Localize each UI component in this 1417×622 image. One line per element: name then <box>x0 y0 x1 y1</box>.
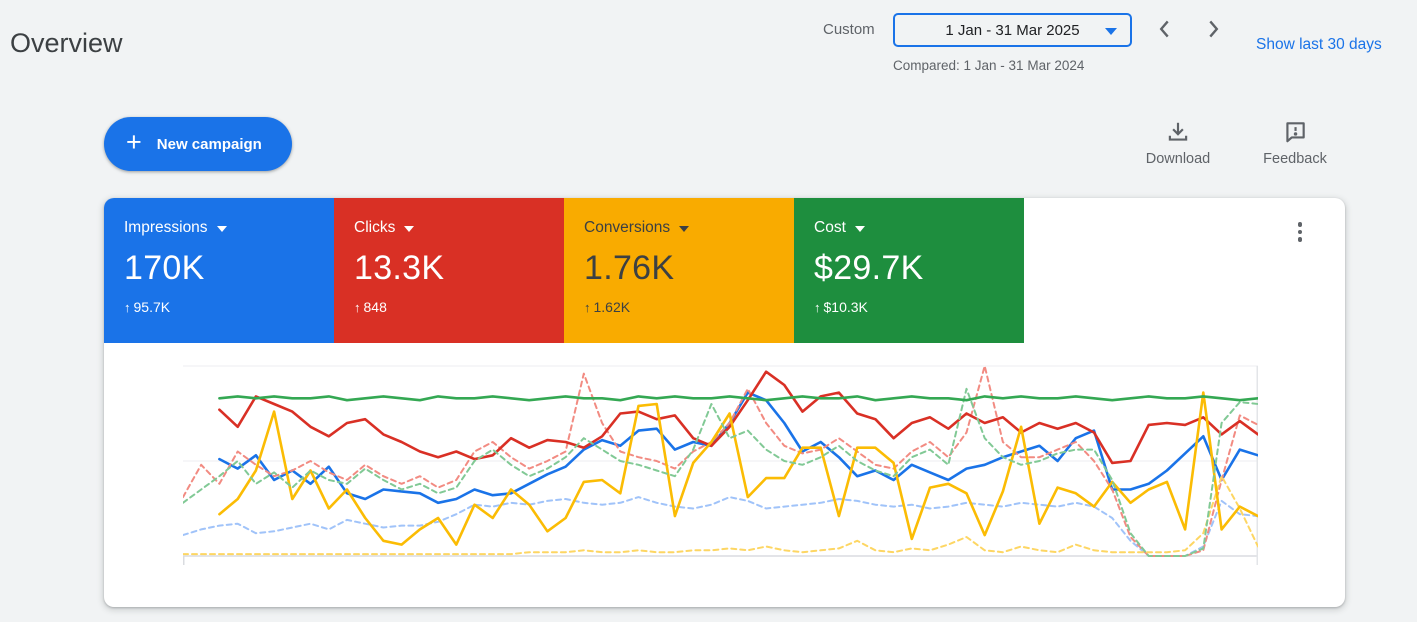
feedback-label: Feedback <box>1263 151 1327 167</box>
arrow-up-icon: ↑ <box>814 300 821 315</box>
page-title: Overview <box>10 28 123 58</box>
scorecard-delta: ↑ 95.7K <box>124 299 171 315</box>
scorecard-row: Impressions 170K ↑ 95.7K Clicks 13.3K ↑ 84… <box>104 198 1345 343</box>
show-last-30-days-link[interactable]: Show last 30 days <box>1256 36 1382 53</box>
scorecard-value: 1.76K <box>584 249 675 287</box>
scorecard-metric-label: Cost <box>814 219 846 236</box>
download-button[interactable]: Download <box>1135 119 1221 167</box>
metric-dropdown-icon <box>854 226 865 232</box>
scorecard-metric-label: Conversions <box>584 219 671 236</box>
arrow-up-icon: ↑ <box>584 300 591 315</box>
scorecard-delta: ↑ $10.3K <box>814 299 868 315</box>
overview-chart-svg <box>183 365 1258 565</box>
scorecard-value: 13.3K <box>354 249 445 287</box>
performance-chart <box>183 356 1258 570</box>
new-campaign-label: New campaign <box>156 135 262 153</box>
scorecard-metric-label: Impressions <box>124 219 208 236</box>
metric-dropdown-icon <box>404 226 415 232</box>
date-range-picker[interactable]: 1 Jan - 31 Mar 2025 <box>893 13 1132 47</box>
feedback-button[interactable]: Feedback <box>1252 119 1338 167</box>
kebab-icon <box>1287 222 1313 242</box>
date-mode-label: Custom <box>823 21 875 38</box>
plus-icon: + <box>126 127 142 157</box>
dropdown-arrow-icon <box>1105 28 1117 35</box>
metric-dropdown-icon <box>216 226 227 232</box>
more-options-kebab-button[interactable] <box>1287 218 1313 246</box>
download-icon <box>1168 122 1188 141</box>
arrow-up-icon: ↑ <box>354 300 361 315</box>
scorecard-value: 170K <box>124 249 205 287</box>
overview-summary-card: Impressions 170K ↑ 95.7K Clicks 13.3K ↑ 84… <box>104 198 1345 607</box>
download-label: Download <box>1145 151 1211 167</box>
scorecard-delta: ↑ 1.62K <box>584 299 631 315</box>
date-range-value: 1 Jan - 31 Mar 2025 <box>945 21 1080 39</box>
metric-dropdown-icon <box>679 226 690 232</box>
new-campaign-button[interactable]: + New campaign <box>104 117 292 171</box>
scorecard-cost[interactable]: Cost $29.7K ↑ $10.3K <box>794 198 1024 343</box>
feedback-icon <box>1286 122 1305 143</box>
scorecard-impressions[interactable]: Impressions 170K ↑ 95.7K <box>104 198 334 343</box>
compared-range-label: Compared: 1 Jan - 31 Mar 2024 <box>893 58 1085 73</box>
previous-period-button[interactable] <box>1150 15 1180 45</box>
scorecard-conversions[interactable]: Conversions 1.76K ↑ 1.62K <box>564 198 794 343</box>
arrow-up-icon: ↑ <box>124 300 131 315</box>
chevron-right-icon <box>1209 20 1219 37</box>
scorecard-value: $29.7K <box>814 249 924 287</box>
scorecard-clicks[interactable]: Clicks 13.3K ↑ 848 <box>334 198 564 343</box>
scorecard-metric-label: Clicks <box>354 219 396 236</box>
scorecard-delta: ↑ 848 <box>354 299 387 315</box>
next-period-button[interactable] <box>1198 15 1228 45</box>
chevron-left-icon <box>1159 20 1169 37</box>
